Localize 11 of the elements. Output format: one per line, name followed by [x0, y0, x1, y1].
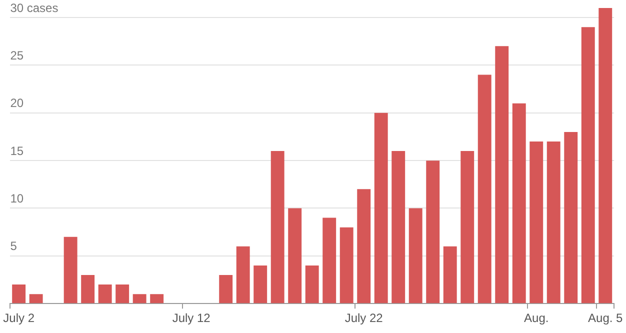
- y-tick-label: 30 cases: [10, 0, 58, 15]
- x-tick-label: July 22: [344, 311, 384, 326]
- y-tick-label: 10: [10, 192, 24, 206]
- y-tick-label: 25: [10, 48, 24, 63]
- x-tick-label: Aug.: [524, 311, 549, 326]
- x-tick-label: July 12: [172, 311, 211, 326]
- x-tick-label: Aug. 5: [588, 311, 624, 326]
- x-tick-label: July 2: [3, 311, 35, 326]
- y-tick-label: 15: [10, 144, 24, 158]
- y-tick-label: 20: [10, 96, 24, 110]
- y-tick-label: 5: [10, 239, 18, 254]
